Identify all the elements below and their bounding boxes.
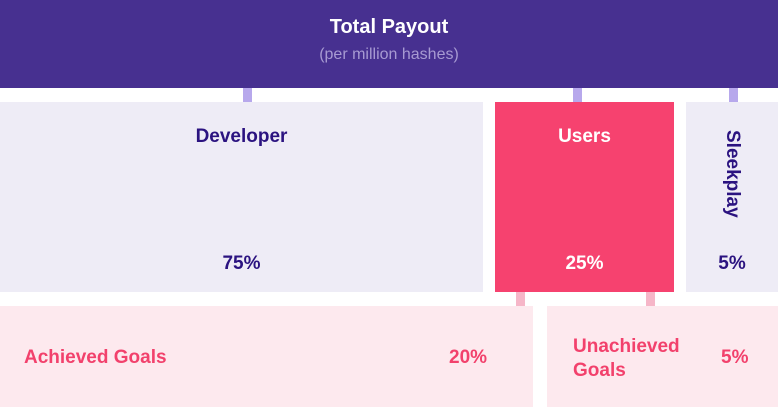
connector-users (573, 88, 582, 102)
unachieved-goals-box: Unachieved Goals 5% (547, 306, 778, 407)
header-subtitle: (per million hashes) (319, 46, 459, 63)
connector-unachieved-goals (646, 292, 655, 306)
header-title: Total Payout (329, 16, 449, 38)
users-percent: 25% (565, 253, 604, 274)
developer-percent: 75% (222, 253, 261, 274)
connector-developer (243, 88, 252, 102)
sleekplay-percent: 5% (718, 253, 746, 274)
sleekplay-label: Sleekplay (722, 130, 743, 218)
unachieved-goals-percent: 5% (721, 347, 749, 368)
users-label: Users (558, 126, 611, 147)
achieved-goals-percent: 20% (449, 347, 488, 368)
achieved-goals-box: Achieved Goals 20% (0, 306, 533, 407)
users-box: Users 25% (495, 102, 674, 292)
connector-sleekplay (729, 88, 738, 102)
sleekplay-box: Sleekplay 5% (686, 102, 778, 292)
connector-achieved-goals (516, 292, 525, 306)
developer-box: Developer 75% (0, 102, 483, 292)
developer-label: Developer (195, 126, 288, 147)
total-payout-header: Total Payout (per million hashes) (0, 0, 778, 88)
achieved-goals-label: Achieved Goals (24, 347, 167, 368)
unachieved-goals-label: Unachieved Goals (573, 336, 680, 381)
